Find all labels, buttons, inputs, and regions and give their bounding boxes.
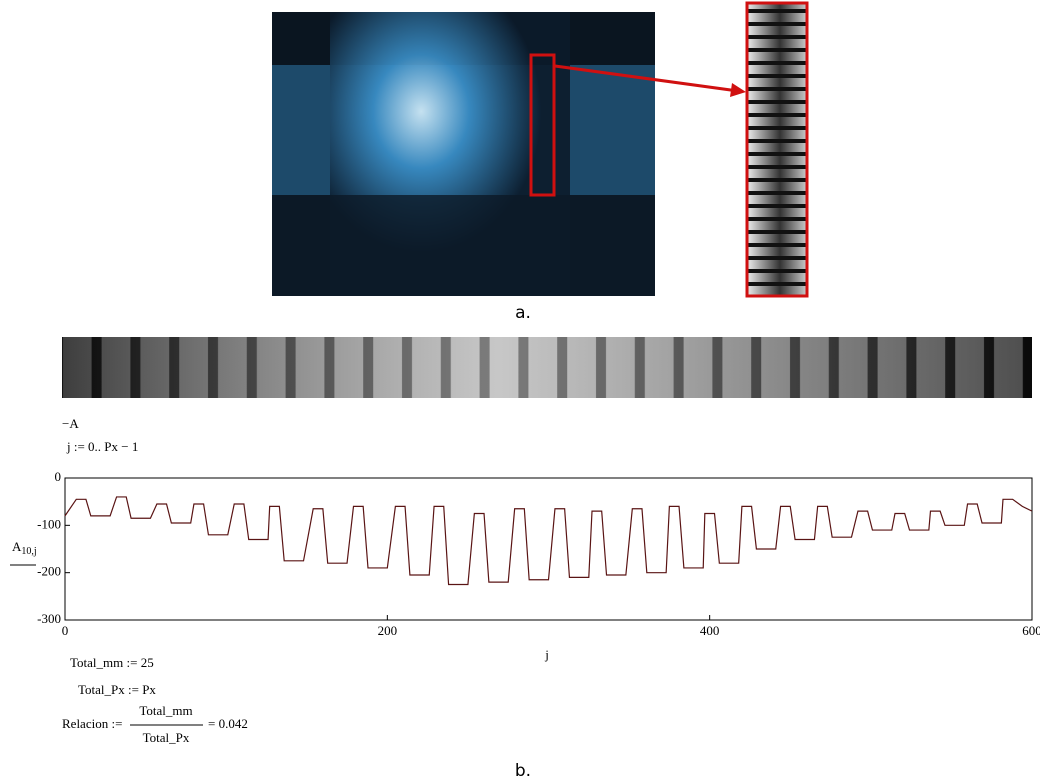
photo-shadow [272, 195, 655, 296]
strip-shade [62, 337, 1032, 398]
y-tick-label: -200 [37, 564, 61, 579]
zoom-image [748, 4, 806, 295]
x-tick-label: 200 [378, 623, 398, 638]
x-tick-label: 400 [700, 623, 720, 638]
math: Total_Px [143, 730, 190, 745]
data-line [64, 496, 1033, 586]
x-tick-label: 0 [62, 623, 69, 638]
math: Total_Px := Px [78, 682, 156, 697]
math: Total_mm := 25 [70, 655, 154, 670]
x-tick-label: 600 [1022, 623, 1040, 638]
math: −A [62, 416, 79, 431]
zoom-frame [745, 1, 809, 298]
math: Relacion := [62, 716, 122, 731]
caption: a. [515, 303, 531, 323]
math: Total_mm [139, 703, 192, 718]
plot-frame [64, 477, 1033, 621]
y-tick-label: -300 [37, 611, 61, 626]
y-tick-label: -100 [37, 516, 61, 531]
caption: b. [515, 761, 531, 781]
arrow-head [730, 83, 746, 97]
math: j := 0.. Px − 1 [66, 439, 138, 454]
highlight-box [529, 53, 556, 197]
arrow [554, 64, 739, 93]
math: = 0.042 [208, 716, 248, 731]
y-tick-label: 0 [55, 469, 62, 484]
x-axis-label: j [544, 647, 549, 662]
y-axis-label: A10,j [12, 539, 37, 557]
